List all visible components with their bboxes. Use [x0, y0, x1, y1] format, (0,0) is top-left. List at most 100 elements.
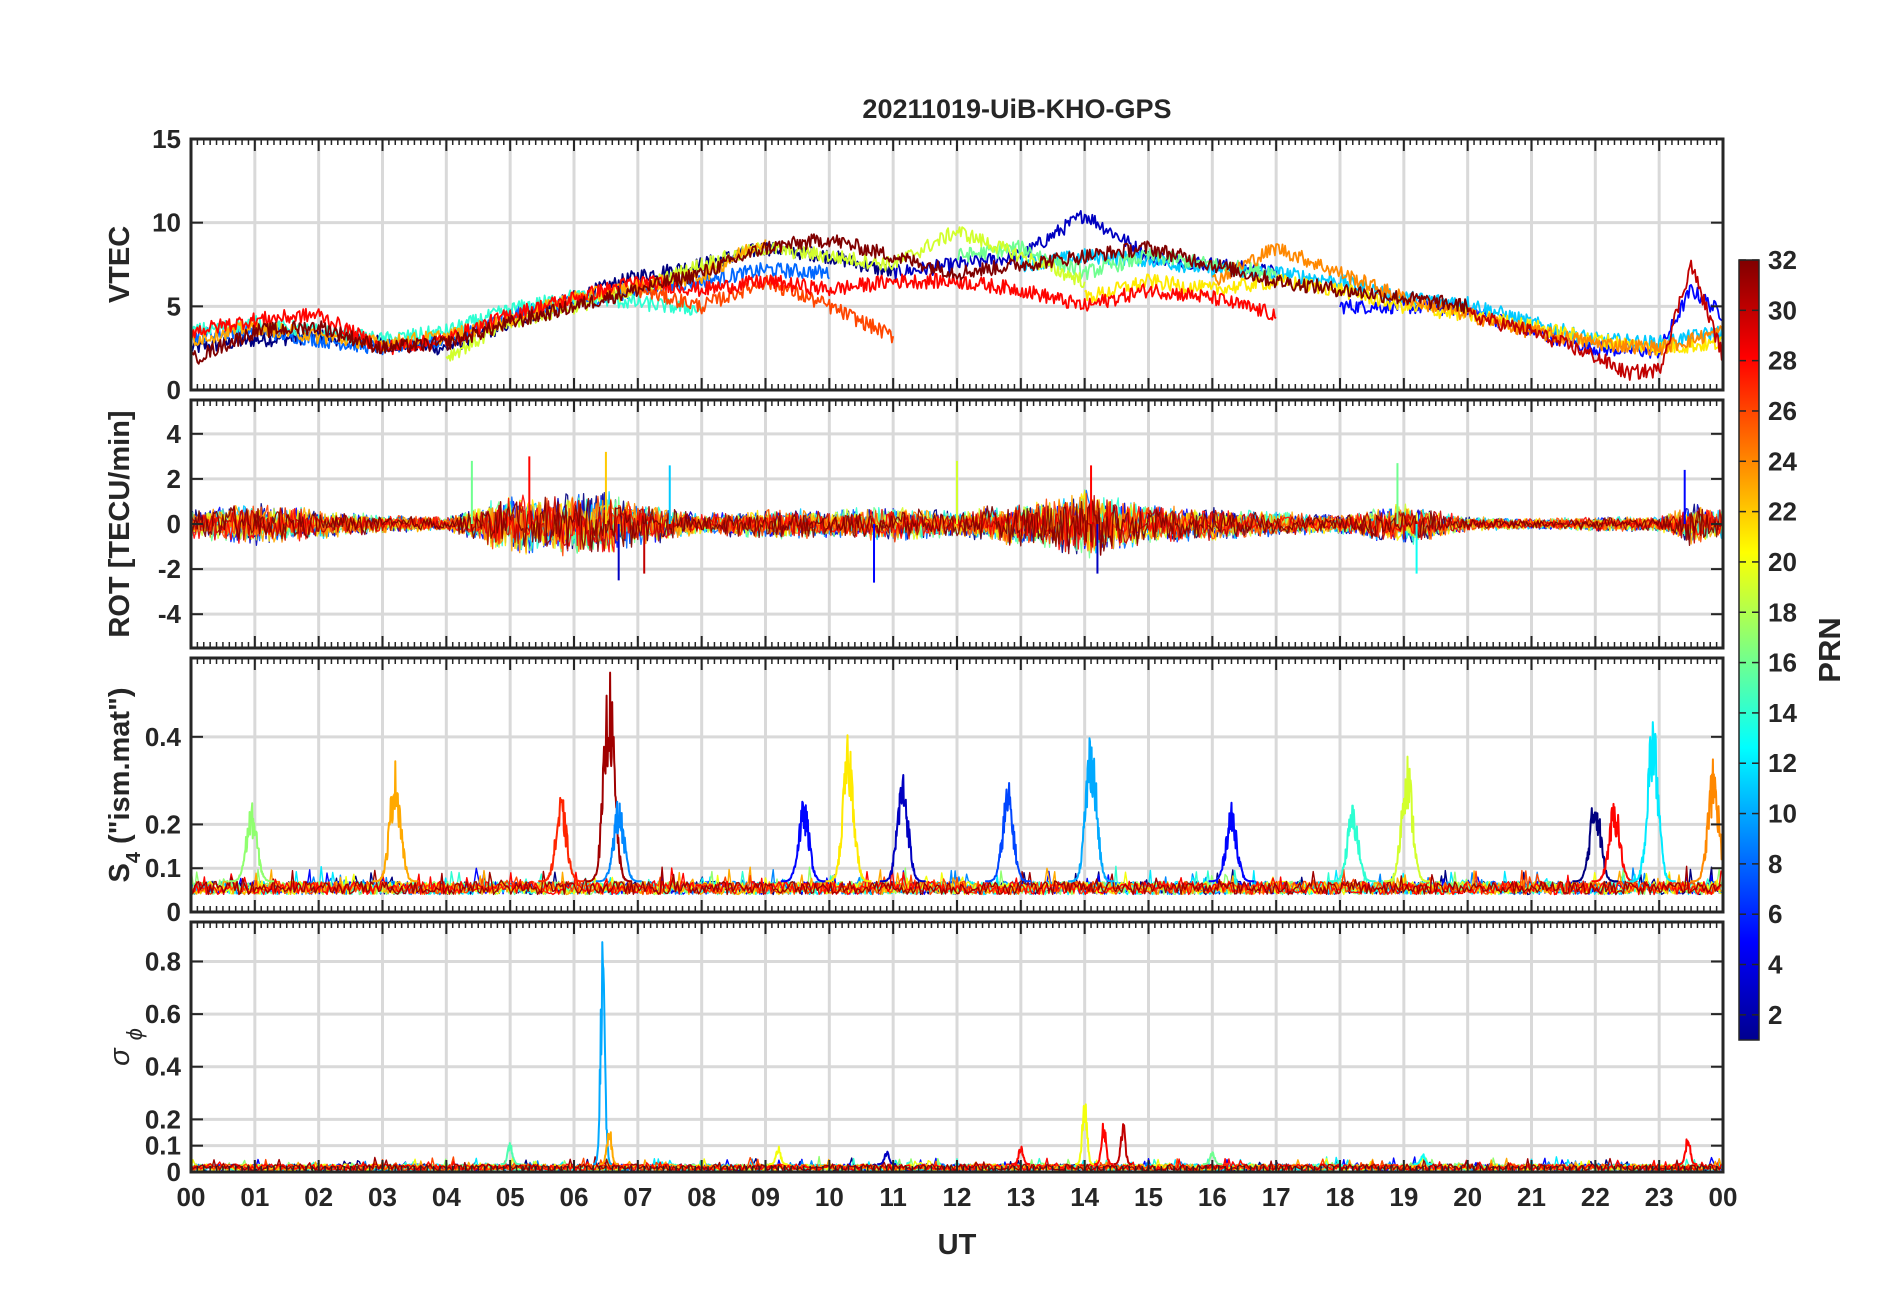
x-tick-label: 23 [1645, 1182, 1674, 1212]
colorbar-tick-label: 24 [1768, 446, 1797, 476]
series-group [191, 210, 1723, 381]
y-tick-label: 0 [167, 1157, 181, 1187]
colorbar-tick-label: 26 [1768, 396, 1797, 426]
x-tick-label: 02 [304, 1182, 333, 1212]
vtec-series-prn-21 [1084, 273, 1723, 356]
s4-peak [595, 800, 643, 883]
y-tick-label: 10 [152, 208, 181, 238]
sigma_phi-peak [1074, 1103, 1095, 1166]
y-axis-label-part: 4 [123, 851, 145, 863]
y-axis-label-part: ϕ [122, 1028, 147, 1040]
s4-peak [585, 671, 633, 883]
colorbar-tick-label: 18 [1768, 597, 1797, 627]
colorbar-tick-label: 8 [1768, 849, 1782, 879]
y-tick-label: 15 [152, 124, 181, 154]
colorbar-tick-label: 32 [1768, 245, 1797, 275]
sigma_phi-peak [1202, 1151, 1223, 1166]
y-tick-label: 0 [167, 375, 181, 405]
s4-peak [780, 800, 828, 883]
s4-peak [1571, 807, 1619, 883]
x-tick-label: 11 [879, 1182, 907, 1212]
y-axis-label-part: S [104, 863, 136, 882]
x-tick-label: 07 [623, 1182, 652, 1212]
x-tick-label: 21 [1517, 1182, 1546, 1212]
s4-peak [1208, 801, 1255, 883]
s4-peak [1067, 737, 1115, 883]
x-tick-label: 00 [177, 1182, 206, 1212]
s4-peak [1383, 755, 1431, 883]
x-tick-label: 20 [1453, 1182, 1482, 1212]
x-tick-label: 12 [943, 1182, 972, 1212]
sigma_phi-peak [1677, 1138, 1698, 1166]
major-ticks [190, 400, 1724, 648]
s4-peak [537, 796, 585, 883]
x-tick-label: 04 [432, 1182, 461, 1212]
y-axis-label-part: "ism.mat") [104, 688, 136, 835]
s4-peak [1329, 804, 1377, 883]
y-axis-label-part: σ [104, 1040, 136, 1066]
axes-frame [189, 920, 1725, 1174]
colorbar-label: PRN [1812, 617, 1847, 682]
sigma_phi-peak [599, 1131, 619, 1166]
s4-peak [879, 774, 927, 883]
x-axis-label: UT [938, 1229, 977, 1261]
s4-series-prn-28 [191, 866, 1722, 896]
colorbar-tick-label: 16 [1768, 648, 1797, 678]
x-tick-label: 08 [687, 1182, 716, 1212]
y-tick-label: -2 [158, 554, 181, 584]
x-tick-label: 03 [368, 1182, 397, 1212]
colorbar-tick-label: 28 [1768, 346, 1797, 376]
s4-peak [371, 760, 419, 883]
colorbar-tick-label: 30 [1768, 295, 1797, 325]
series-group [191, 451, 1723, 583]
panel-sigma_phi: 00.10.2 0.4 0.6 0.8 σ ϕ 00 01 02 03 04 05 06 07 08 09 1… [104, 920, 1737, 1212]
x-tick-label: 17 [1262, 1182, 1291, 1212]
y-tick-label: 0 [167, 509, 181, 539]
colorbar-tick-label: 2 [1768, 1000, 1782, 1030]
y-axis-label: σ ϕ [104, 1028, 147, 1066]
colorbar-tick-label: 10 [1768, 799, 1797, 829]
sigma_phi-peak [1412, 1153, 1433, 1166]
x-tick-label: 14 [1070, 1182, 1099, 1212]
sigma_phi-peak [768, 1145, 789, 1166]
y-tick-label: 0.1 [145, 1131, 181, 1161]
colorbar-gradient [1738, 259, 1760, 1041]
y-axis-label: S4 ("ism.mat") [104, 688, 145, 883]
y-tick-label: 0.4 [145, 1052, 182, 1082]
s4-peak [825, 734, 872, 883]
axes-frame [189, 398, 1725, 650]
s4-series-prn-31 [191, 865, 1722, 896]
vtec-series-prn-30 [1466, 259, 1723, 381]
y-axis-label: VTEC [104, 226, 136, 303]
axes-frame [189, 656, 1725, 914]
y-tick-label: -4 [158, 599, 182, 629]
y-tick-label: 0.6 [145, 999, 181, 1029]
x-tick-label: 19 [1389, 1182, 1418, 1212]
colorbar-tick-label: 4 [1768, 950, 1783, 980]
y-tick-label: 0.8 [145, 946, 181, 976]
gridlines [189, 658, 1725, 914]
y-axis-label: ROT [TECU/min] [104, 410, 136, 637]
vtec-series-prn-26 [636, 274, 895, 344]
s4-peak [984, 782, 1032, 883]
sigma_phi-peak [1010, 1145, 1031, 1166]
x-tick-label: 05 [496, 1182, 525, 1212]
series-group [191, 671, 1723, 896]
x-tick-label: 18 [1326, 1182, 1355, 1212]
y-axis-label-part: ( [104, 834, 136, 852]
s4-peak [1591, 802, 1638, 883]
vtec-series-prn-19 [445, 226, 1086, 362]
x-tick-label: 10 [815, 1182, 844, 1212]
y-tick-label: 2 [167, 464, 181, 494]
sigma_phi-peak [592, 941, 613, 1166]
panel-vtec: 0 5 10 15 VTEC [104, 124, 1725, 405]
colorbar-tick-label: 14 [1768, 698, 1797, 728]
y-tick-label: 0.1 [145, 853, 181, 883]
vtec-series-prn-32 [191, 233, 1469, 365]
s4-peak [228, 802, 275, 883]
sigma_phi-peak [500, 1142, 520, 1166]
x-tick-label: 09 [751, 1182, 780, 1212]
